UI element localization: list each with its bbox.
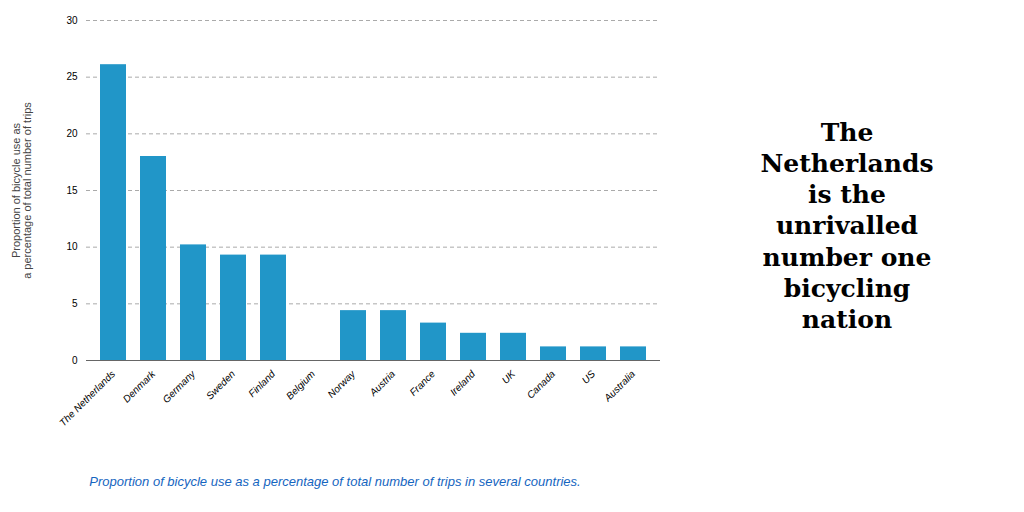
svg-text:Finland: Finland <box>246 368 277 399</box>
svg-text:Denmark: Denmark <box>121 368 158 405</box>
svg-text:The Netherlands: The Netherlands <box>57 368 117 428</box>
svg-text:Belgium: Belgium <box>284 368 317 401</box>
html-text:The Netherlands is the unrival: The Netherlands is the unrivalled number… <box>760 117 934 335</box>
svg-text:30: 30 <box>66 15 78 26</box>
svg-text:0: 0 <box>72 355 78 366</box>
svg-text:5: 5 <box>72 298 78 309</box>
svg-text:Sweden: Sweden <box>204 368 238 402</box>
svg-text:Proportion of bicycle use asa: Proportion of bicycle use asa percentage… <box>10 102 33 279</box>
svg-text:US: US <box>580 368 598 386</box>
svg-text:UK: UK <box>500 367 519 386</box>
svg-text:Australia: Australia <box>601 368 637 404</box>
svg-text:France: France <box>407 368 437 398</box>
html-text:Proportion of bicycle use as a: Proportion of bicycle use as a percentag… <box>89 474 581 489</box>
svg-text:Norway: Norway <box>325 368 357 400</box>
svg-text:10: 10 <box>66 241 78 252</box>
svg-text:Germany: Germany <box>160 368 198 406</box>
svg-text:Austria: Austria <box>367 368 398 399</box>
svg-text:Canada: Canada <box>525 368 558 401</box>
svg-text:25: 25 <box>66 71 78 82</box>
svg-text:15: 15 <box>66 185 78 196</box>
svg-text:20: 20 <box>66 128 78 139</box>
svg-text:Ireland: Ireland <box>448 368 478 398</box>
